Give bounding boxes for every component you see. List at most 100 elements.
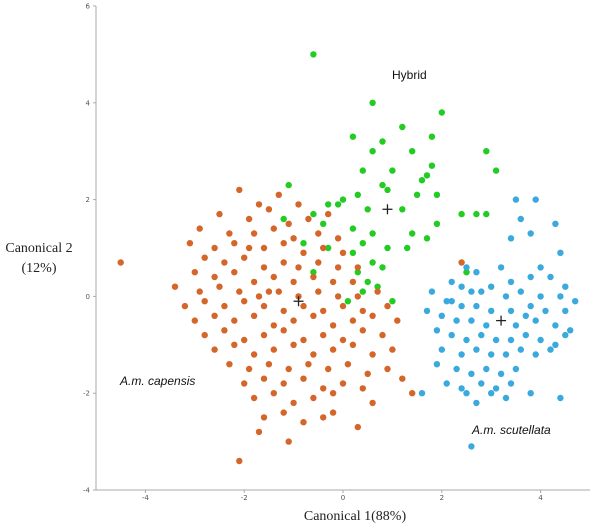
point-capensis bbox=[211, 273, 218, 281]
point-capensis bbox=[280, 259, 287, 266]
point-capensis bbox=[211, 244, 218, 252]
point-hybrid bbox=[433, 220, 441, 227]
point-capensis bbox=[221, 327, 228, 334]
point-scutellata bbox=[458, 385, 465, 392]
point-scutellata bbox=[542, 307, 549, 315]
point-capensis bbox=[280, 327, 287, 334]
point-capensis bbox=[339, 380, 347, 387]
point-hybrid bbox=[349, 133, 357, 140]
point-capensis bbox=[255, 428, 263, 436]
point-capensis bbox=[359, 385, 366, 392]
point-scutellata bbox=[557, 249, 564, 256]
point-capensis bbox=[280, 380, 287, 387]
point-hybrid bbox=[379, 264, 386, 271]
point-capensis bbox=[221, 259, 228, 266]
point-scutellata bbox=[448, 331, 455, 339]
point-hybrid bbox=[483, 210, 490, 218]
point-capensis bbox=[290, 317, 297, 324]
point-scutellata bbox=[527, 390, 534, 397]
point-capensis bbox=[280, 409, 287, 416]
point-hybrid bbox=[413, 191, 421, 198]
point-scutellata bbox=[463, 390, 470, 397]
point-scutellata bbox=[512, 365, 520, 373]
point-hybrid bbox=[369, 148, 376, 155]
point-hybrid bbox=[349, 225, 357, 232]
point-scutellata bbox=[468, 288, 475, 295]
point-scutellata bbox=[547, 346, 554, 353]
point-hybrid bbox=[438, 109, 445, 116]
point-scutellata bbox=[567, 327, 574, 334]
point-hybrid bbox=[463, 269, 470, 276]
point-hybrid bbox=[354, 191, 361, 198]
point-capensis bbox=[231, 341, 238, 348]
y-tick-label: 0 bbox=[86, 293, 90, 301]
point-hybrid bbox=[359, 167, 366, 174]
point-scutellata bbox=[453, 365, 460, 373]
point-capensis bbox=[250, 312, 258, 319]
point-capensis bbox=[315, 230, 322, 237]
x-tick-label: -4 bbox=[142, 494, 150, 502]
point-hybrid bbox=[492, 167, 500, 174]
point-capensis bbox=[231, 269, 238, 276]
group-label-hybrid: Hybrid bbox=[392, 68, 427, 82]
point-capensis bbox=[280, 307, 287, 315]
point-capensis bbox=[270, 390, 277, 397]
point-capensis bbox=[329, 390, 337, 397]
point-capensis bbox=[117, 259, 124, 266]
point-scutellata bbox=[532, 351, 539, 358]
point-hybrid bbox=[409, 230, 416, 237]
point-scutellata bbox=[478, 288, 485, 295]
point-hybrid bbox=[349, 249, 357, 256]
point-scutellata bbox=[502, 293, 510, 300]
point-capensis bbox=[275, 288, 282, 295]
point-hybrid bbox=[458, 210, 465, 218]
point-capensis bbox=[270, 273, 277, 281]
point-capensis bbox=[275, 191, 282, 198]
point-capensis bbox=[458, 259, 465, 266]
point-capensis bbox=[369, 312, 376, 319]
point-capensis bbox=[305, 215, 312, 223]
point-capensis bbox=[236, 457, 243, 465]
point-capensis bbox=[236, 186, 243, 194]
point-hybrid bbox=[310, 269, 317, 276]
point-capensis bbox=[295, 264, 302, 271]
point-capensis bbox=[216, 210, 223, 218]
point-capensis bbox=[320, 385, 327, 392]
point-hybrid bbox=[364, 206, 371, 213]
point-scutellata bbox=[473, 302, 480, 310]
point-scutellata bbox=[527, 230, 534, 237]
point-capensis bbox=[329, 278, 337, 286]
point-hybrid bbox=[404, 244, 411, 252]
point-scutellata bbox=[527, 302, 534, 310]
point-capensis bbox=[216, 283, 223, 290]
x-tick-label: -2 bbox=[241, 494, 248, 502]
y-tick-label: 6 bbox=[86, 3, 91, 11]
point-capensis bbox=[241, 336, 248, 344]
x-axis-title-percent: (88%) bbox=[371, 509, 406, 524]
point-scutellata bbox=[418, 390, 426, 397]
point-capensis bbox=[310, 312, 317, 319]
point-capensis bbox=[245, 365, 253, 373]
point-scutellata bbox=[562, 283, 569, 290]
point-capensis bbox=[241, 254, 248, 261]
point-scutellata bbox=[458, 283, 465, 290]
point-hybrid bbox=[389, 167, 396, 174]
point-capensis bbox=[211, 312, 218, 319]
point-scutellata bbox=[428, 288, 436, 295]
data-points bbox=[117, 51, 579, 465]
point-capensis bbox=[285, 220, 292, 227]
point-capensis bbox=[349, 317, 357, 324]
point-capensis bbox=[310, 273, 317, 281]
point-capensis bbox=[325, 210, 332, 218]
y-axis-title-line1: Canonical 2 bbox=[5, 241, 72, 256]
point-scutellata bbox=[473, 399, 480, 407]
point-capensis bbox=[364, 370, 371, 377]
point-hybrid bbox=[423, 172, 431, 179]
point-capensis bbox=[171, 283, 179, 290]
point-scutellata bbox=[497, 264, 505, 271]
point-capensis bbox=[379, 331, 386, 339]
point-capensis bbox=[260, 264, 268, 271]
point-capensis bbox=[315, 259, 322, 266]
point-capensis bbox=[354, 264, 361, 271]
